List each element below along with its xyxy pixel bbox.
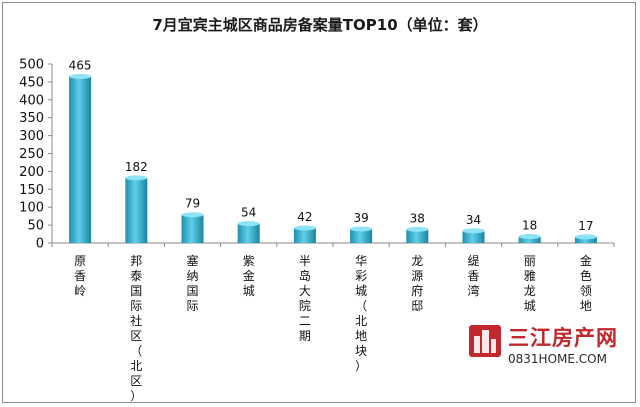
bar-cap [237,221,260,227]
data-label: 38 [410,211,425,225]
y-tick-label: 150 [19,183,44,198]
data-label: 465 [69,59,92,73]
category-label: 龙源府邸 [411,254,423,313]
bar [574,236,597,243]
bar-cap [181,212,204,218]
data-label: 54 [241,206,256,220]
category-label: 华彩城（北地块） [355,254,367,373]
data-label: 39 [353,211,368,225]
bar [406,229,429,243]
y-tick-label: 500 [19,58,44,73]
bar [293,227,316,243]
data-label: 79 [185,197,200,211]
bar-cap [406,226,429,232]
chart-title: 7月宜宾主城区商品房备案量TOP10（单位：套） [152,16,488,34]
bar [125,177,148,243]
chart-axes: 0 50 100 150 200 250 300 350 400 450 500 [19,58,615,252]
data-labels: 465 182 79 54 42 39 38 34 18 17 [69,59,594,233]
watermark-url: 0831HOME.COM [508,352,607,366]
bar-cap [350,226,373,232]
bar-cap [518,234,541,240]
y-tick-label: 100 [19,201,44,216]
y-tick-label: 0 [36,237,44,252]
bar [181,214,204,243]
bar [462,230,485,243]
category-label: 塞纳国际 [186,253,198,313]
y-tick-label: 400 [19,93,44,108]
category-label: 紫金城 [243,254,255,298]
bar-cap [69,74,92,80]
chart-frame [2,2,636,403]
y-tick-label: 50 [27,219,44,234]
category-label: 原香岭 [74,254,86,298]
data-label: 17 [578,219,593,233]
bar [518,236,541,243]
category-labels: 原香岭 邦泰国际社区（北区） 塞纳国际 紫金城 半岛大院二期 华彩城（北地块） 龙源府邸 缇香… [74,253,592,403]
bar [69,76,92,243]
data-label: 34 [466,213,481,227]
y-tick-label: 450 [19,75,44,90]
data-label: 42 [297,210,312,224]
y-tick-label: 350 [19,111,44,126]
watermark: 三江房产网 0831HOME.COM [468,322,618,382]
category-label: 金色领地 [580,253,592,313]
category-label: 半岛大院二期 [299,254,311,343]
bar-series [69,74,597,243]
data-label: 18 [522,219,537,233]
data-label: 182 [125,160,148,174]
y-tick-label: 300 [19,129,44,144]
bar [237,223,260,243]
category-label: 丽雅龙城 [524,254,536,313]
building-logo-icon [469,325,501,357]
bar-cap [293,225,316,231]
y-tick-label: 250 [19,147,44,162]
y-tick-label: 200 [19,165,44,180]
watermark-brand: 三江房产网 [508,326,618,350]
bar [350,229,373,243]
bar-cap [574,234,597,240]
category-label: 邦泰国际社区（北区） [130,254,142,403]
bar-cap [125,175,148,181]
bar-cap [462,228,485,234]
category-label: 缇香湾 [467,254,479,298]
